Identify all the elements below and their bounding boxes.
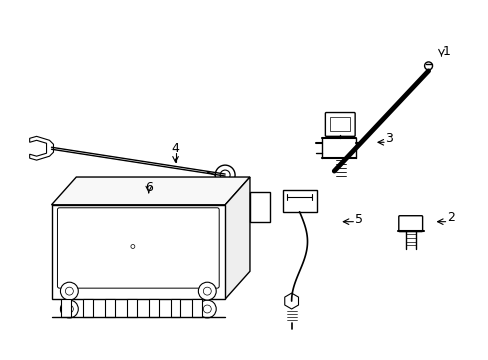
Text: 4: 4	[171, 142, 179, 155]
Polygon shape	[30, 136, 53, 160]
Text: 1: 1	[442, 45, 449, 58]
Circle shape	[65, 287, 73, 295]
Circle shape	[215, 165, 235, 185]
FancyBboxPatch shape	[148, 299, 158, 317]
FancyBboxPatch shape	[51, 205, 224, 299]
FancyBboxPatch shape	[192, 299, 202, 317]
Circle shape	[203, 287, 211, 295]
Circle shape	[424, 62, 432, 70]
FancyBboxPatch shape	[105, 299, 115, 317]
Circle shape	[61, 300, 78, 318]
FancyBboxPatch shape	[325, 113, 354, 136]
Text: 5: 5	[354, 213, 363, 226]
Circle shape	[220, 170, 230, 180]
FancyBboxPatch shape	[330, 117, 349, 131]
FancyBboxPatch shape	[170, 299, 180, 317]
FancyBboxPatch shape	[127, 299, 137, 317]
Text: 3: 3	[384, 132, 392, 145]
Circle shape	[203, 305, 211, 313]
Text: 2: 2	[447, 211, 454, 224]
Circle shape	[131, 244, 135, 248]
FancyBboxPatch shape	[61, 299, 71, 317]
FancyBboxPatch shape	[282, 190, 317, 212]
Polygon shape	[51, 177, 249, 205]
Circle shape	[198, 300, 216, 318]
Circle shape	[198, 282, 216, 300]
Circle shape	[65, 305, 73, 313]
FancyBboxPatch shape	[398, 216, 422, 231]
FancyBboxPatch shape	[249, 192, 269, 222]
FancyBboxPatch shape	[83, 299, 93, 317]
FancyBboxPatch shape	[57, 208, 219, 288]
Polygon shape	[284, 293, 298, 309]
Polygon shape	[224, 177, 249, 299]
Text: 6: 6	[144, 181, 152, 194]
Circle shape	[61, 282, 78, 300]
